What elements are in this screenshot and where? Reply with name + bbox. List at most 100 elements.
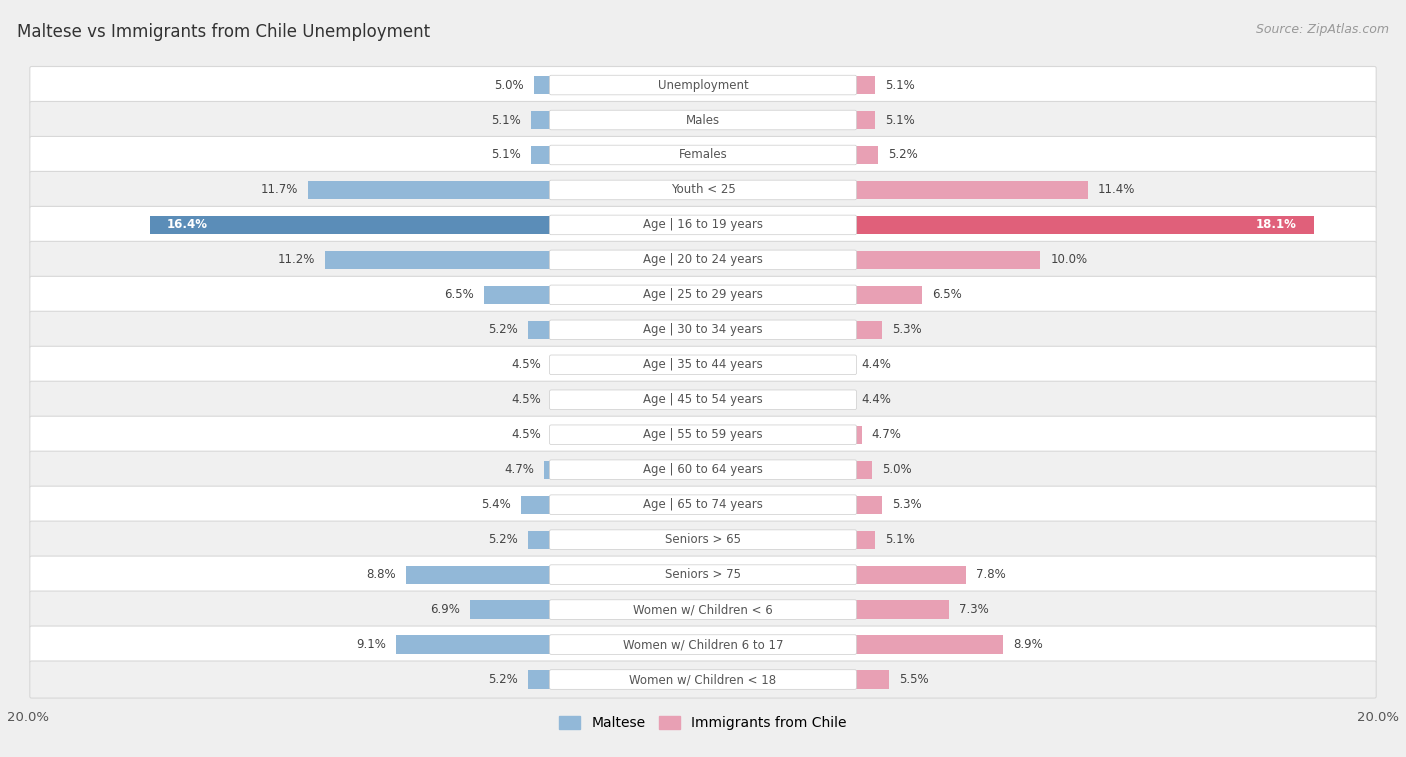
Bar (544, 460, 703, 479)
Bar (703, 286, 922, 304)
Text: 6.5%: 6.5% (932, 288, 962, 301)
FancyBboxPatch shape (550, 635, 856, 654)
Text: 5.0%: 5.0% (495, 79, 524, 92)
FancyBboxPatch shape (30, 382, 1376, 419)
FancyBboxPatch shape (30, 136, 1376, 173)
Text: Age | 30 to 34 years: Age | 30 to 34 years (643, 323, 763, 336)
FancyBboxPatch shape (30, 171, 1376, 208)
Text: 5.4%: 5.4% (481, 498, 510, 511)
FancyBboxPatch shape (550, 180, 856, 200)
Text: 4.5%: 4.5% (512, 394, 541, 407)
Text: Seniors > 75: Seniors > 75 (665, 568, 741, 581)
Text: 5.3%: 5.3% (891, 323, 921, 336)
FancyBboxPatch shape (550, 390, 856, 410)
Text: 5.1%: 5.1% (886, 79, 915, 92)
FancyBboxPatch shape (30, 101, 1376, 139)
Text: 5.1%: 5.1% (886, 114, 915, 126)
Bar (703, 565, 966, 584)
Bar (703, 600, 949, 618)
FancyBboxPatch shape (30, 276, 1376, 313)
Bar (149, 216, 703, 234)
Text: Women w/ Children 6 to 17: Women w/ Children 6 to 17 (623, 638, 783, 651)
Bar (703, 356, 852, 374)
Bar (703, 181, 1088, 199)
FancyBboxPatch shape (550, 460, 856, 479)
Bar (484, 286, 703, 304)
Text: 5.3%: 5.3% (891, 498, 921, 511)
Bar (520, 496, 703, 514)
Text: 8.8%: 8.8% (367, 568, 396, 581)
Text: Age | 20 to 24 years: Age | 20 to 24 years (643, 254, 763, 266)
Bar (527, 671, 703, 689)
Text: 5.2%: 5.2% (889, 148, 918, 161)
Text: 6.5%: 6.5% (444, 288, 474, 301)
Bar (703, 251, 1040, 269)
Text: 5.2%: 5.2% (488, 673, 517, 686)
Text: 5.1%: 5.1% (491, 148, 520, 161)
FancyBboxPatch shape (550, 495, 856, 515)
Text: Source: ZipAtlas.com: Source: ZipAtlas.com (1256, 23, 1389, 36)
Text: 4.5%: 4.5% (512, 358, 541, 371)
Text: 7.8%: 7.8% (976, 568, 1007, 581)
Bar (551, 425, 703, 444)
Text: Women w/ Children < 18: Women w/ Children < 18 (630, 673, 776, 686)
Text: 5.1%: 5.1% (491, 114, 520, 126)
Bar (551, 391, 703, 409)
Text: 5.0%: 5.0% (882, 463, 911, 476)
Text: 18.1%: 18.1% (1256, 219, 1296, 232)
Text: Youth < 25: Youth < 25 (671, 183, 735, 197)
Text: 11.4%: 11.4% (1098, 183, 1135, 197)
Bar (531, 146, 703, 164)
FancyBboxPatch shape (30, 521, 1376, 558)
Text: 4.7%: 4.7% (505, 463, 534, 476)
FancyBboxPatch shape (30, 451, 1376, 488)
Text: Unemployment: Unemployment (658, 79, 748, 92)
FancyBboxPatch shape (550, 111, 856, 129)
FancyBboxPatch shape (30, 486, 1376, 523)
Bar (703, 146, 879, 164)
Bar (703, 111, 875, 129)
Text: Females: Females (679, 148, 727, 161)
Bar (703, 460, 872, 479)
Bar (703, 76, 875, 94)
Text: 10.0%: 10.0% (1050, 254, 1088, 266)
FancyBboxPatch shape (30, 626, 1376, 663)
Text: 4.5%: 4.5% (512, 428, 541, 441)
Bar (534, 76, 703, 94)
FancyBboxPatch shape (550, 355, 856, 375)
Text: 6.9%: 6.9% (430, 603, 460, 616)
FancyBboxPatch shape (30, 346, 1376, 383)
Bar (703, 391, 852, 409)
Bar (308, 181, 703, 199)
Bar (531, 111, 703, 129)
Bar (703, 635, 1004, 653)
Bar (703, 216, 1313, 234)
FancyBboxPatch shape (550, 285, 856, 304)
FancyBboxPatch shape (30, 591, 1376, 628)
FancyBboxPatch shape (550, 425, 856, 444)
Text: 7.3%: 7.3% (959, 603, 990, 616)
Bar (703, 321, 882, 339)
Text: 5.5%: 5.5% (898, 673, 928, 686)
Bar (703, 425, 862, 444)
FancyBboxPatch shape (30, 67, 1376, 104)
Bar (527, 321, 703, 339)
FancyBboxPatch shape (550, 75, 856, 95)
Text: 8.9%: 8.9% (1014, 638, 1043, 651)
Bar (703, 531, 875, 549)
Bar (470, 600, 703, 618)
Bar (551, 356, 703, 374)
Text: 9.1%: 9.1% (356, 638, 385, 651)
FancyBboxPatch shape (550, 320, 856, 340)
FancyBboxPatch shape (30, 241, 1376, 279)
Text: Women w/ Children < 6: Women w/ Children < 6 (633, 603, 773, 616)
Bar (527, 531, 703, 549)
Text: 5.1%: 5.1% (886, 533, 915, 546)
FancyBboxPatch shape (30, 416, 1376, 453)
FancyBboxPatch shape (30, 311, 1376, 348)
Text: 16.4%: 16.4% (166, 219, 208, 232)
FancyBboxPatch shape (30, 556, 1376, 593)
Text: Age | 60 to 64 years: Age | 60 to 64 years (643, 463, 763, 476)
Legend: Maltese, Immigrants from Chile: Maltese, Immigrants from Chile (554, 711, 852, 736)
Text: Males: Males (686, 114, 720, 126)
